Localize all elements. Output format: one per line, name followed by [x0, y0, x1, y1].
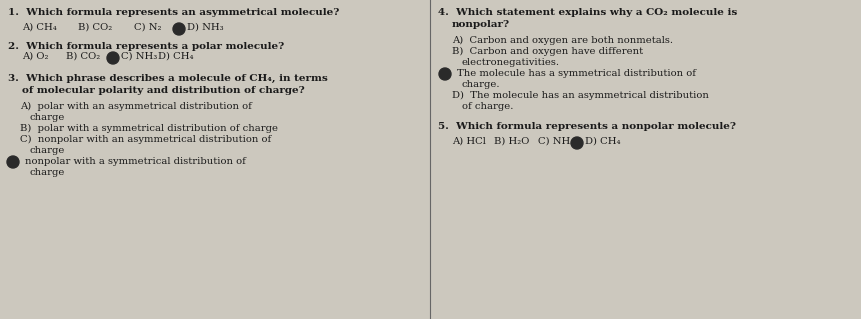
Text: B) H₂O: B) H₂O: [494, 137, 530, 146]
Text: of molecular polarity and distribution of charge?: of molecular polarity and distribution o…: [22, 86, 305, 95]
Text: nonpolar with a symmetrical distribution of: nonpolar with a symmetrical distribution…: [25, 157, 246, 166]
Text: 5.  Which formula represents a nonpolar molecule?: 5. Which formula represents a nonpolar m…: [438, 122, 736, 131]
Text: C) NH₃: C) NH₃: [121, 52, 158, 61]
Circle shape: [439, 68, 451, 80]
Circle shape: [7, 156, 19, 168]
Text: charge: charge: [30, 113, 65, 122]
Text: 3.  Which phrase describes a molecule of CH₄, in terms: 3. Which phrase describes a molecule of …: [8, 74, 328, 83]
Text: D) NH₃: D) NH₃: [187, 23, 224, 32]
Text: D) CH₄: D) CH₄: [585, 137, 621, 146]
Text: charge: charge: [30, 168, 65, 177]
Text: charge.: charge.: [462, 80, 500, 89]
Text: 1.  Which formula represents an asymmetrical molecule?: 1. Which formula represents an asymmetri…: [8, 8, 339, 17]
Text: nonpolar?: nonpolar?: [452, 20, 510, 29]
Text: A)  Carbon and oxygen are both nonmetals.: A) Carbon and oxygen are both nonmetals.: [452, 36, 673, 45]
Text: B) CO₂: B) CO₂: [78, 23, 112, 32]
Text: A) O₂: A) O₂: [22, 52, 48, 61]
Text: C) NH₃: C) NH₃: [538, 137, 574, 146]
Circle shape: [571, 137, 583, 149]
Text: A)  polar with an asymmetrical distribution of: A) polar with an asymmetrical distributi…: [20, 102, 252, 111]
Text: A) CH₄: A) CH₄: [22, 23, 57, 32]
Text: C) N₂: C) N₂: [134, 23, 162, 32]
Text: D) CH₄: D) CH₄: [158, 52, 194, 61]
Text: electronegativities.: electronegativities.: [462, 58, 560, 67]
Circle shape: [173, 23, 185, 35]
Text: D)  The molecule has an asymmetrical distribution: D) The molecule has an asymmetrical dist…: [452, 91, 709, 100]
Text: 2.  Which formula represents a polar molecule?: 2. Which formula represents a polar mole…: [8, 42, 284, 51]
Text: B) CO₂: B) CO₂: [66, 52, 100, 61]
Text: B)  polar with a symmetrical distribution of charge: B) polar with a symmetrical distribution…: [20, 124, 278, 133]
Circle shape: [107, 52, 119, 64]
Text: of charge.: of charge.: [462, 102, 513, 111]
Text: 4.  Which statement explains why a CO₂ molecule is: 4. Which statement explains why a CO₂ mo…: [438, 8, 737, 17]
Text: B)  Carbon and oxygen have different: B) Carbon and oxygen have different: [452, 47, 643, 56]
Text: charge: charge: [30, 146, 65, 155]
Text: The molecule has a symmetrical distribution of: The molecule has a symmetrical distribut…: [457, 69, 696, 78]
Text: C)  nonpolar with an asymmetrical distribution of: C) nonpolar with an asymmetrical distrib…: [20, 135, 271, 144]
Text: A) HCl: A) HCl: [452, 137, 486, 146]
